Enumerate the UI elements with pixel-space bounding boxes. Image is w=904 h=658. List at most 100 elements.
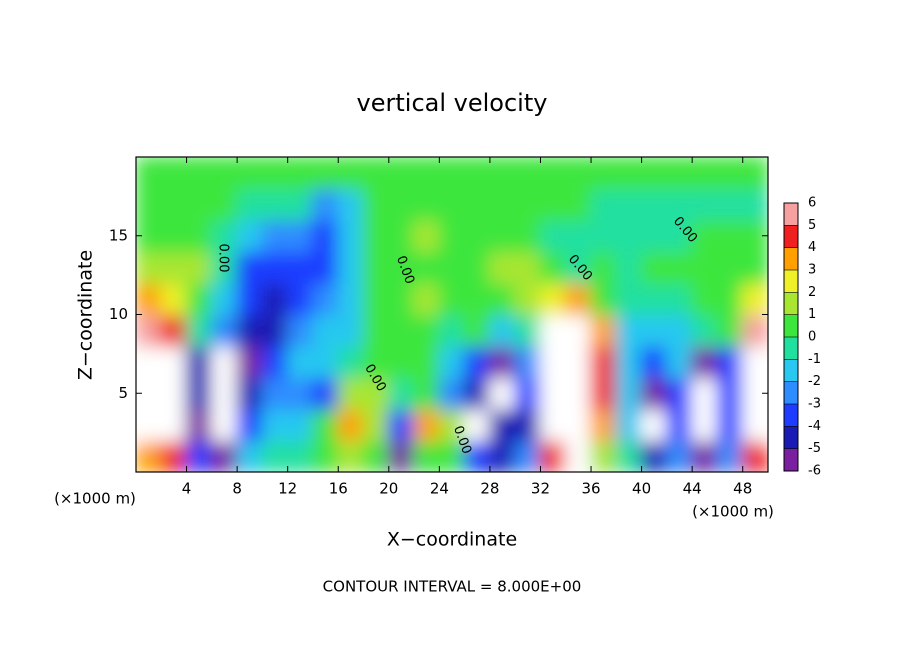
cell [691,439,719,472]
cell [640,219,668,253]
cell [514,219,542,253]
cell [590,439,618,472]
cell [514,408,542,442]
cell [387,439,416,472]
cell [387,187,416,221]
colorbar-cell [784,359,798,382]
cell [261,282,289,316]
cell [514,376,542,410]
cell [261,219,289,253]
cell [261,439,289,472]
cell [362,250,390,284]
x-tick-label: 8 [232,480,242,498]
cell [136,345,163,379]
cell [413,282,441,316]
cell [716,313,744,347]
cell [488,345,517,379]
cell [564,219,593,253]
cell [691,282,719,316]
field-clip [136,157,768,472]
cell [160,408,188,442]
cell [236,187,264,221]
cell [463,313,491,347]
y-axis-label: Z−coordinate [75,250,97,380]
cell [539,282,567,316]
cell [564,187,593,221]
cell [236,282,264,316]
cell [286,313,314,347]
cell [387,376,416,410]
cell [337,408,365,442]
cell [210,313,239,347]
cell [488,408,517,442]
cell [665,408,694,442]
colorbar-label: 1 [808,307,816,322]
cell [741,439,768,472]
cell [387,408,416,442]
cell [539,408,567,442]
cell [261,187,289,221]
cell [210,439,239,472]
cell [311,157,340,190]
cell [261,376,289,410]
colorbar-label: -2 [808,374,821,389]
x-tick-label: 32 [531,480,550,498]
cell [210,219,239,253]
cell [438,282,466,316]
cell [691,408,719,442]
cell [691,157,719,190]
cell [261,313,289,347]
cell [160,250,188,284]
cell [514,157,542,190]
cell [236,439,264,472]
cell [362,345,390,379]
cell [438,219,466,253]
colorbar-cell [784,448,798,471]
cell [362,313,390,347]
cell [236,345,264,379]
cell [311,345,340,379]
cell [691,219,719,253]
cell [640,439,668,472]
cell [438,187,466,221]
cell [311,439,340,472]
cell [261,157,289,190]
colorbar-label: -1 [808,352,821,367]
cell [741,187,768,221]
cell [691,187,719,221]
cell [337,187,365,221]
chart-title: vertical velocity [357,89,548,117]
cell [488,157,517,190]
cell [741,282,768,316]
cell [514,439,542,472]
cell [564,345,593,379]
x-tick-label: 12 [278,480,297,498]
colorbar-cell [784,225,798,248]
x-tick-label: 24 [430,480,449,498]
cell [640,187,668,221]
cell [413,376,441,410]
cell [286,157,314,190]
cell [362,187,390,221]
cell [210,157,239,190]
cell [413,250,441,284]
x-tick-label: 4 [182,480,192,498]
cell [716,376,744,410]
cell [311,313,340,347]
cell [185,439,213,472]
cell [716,157,744,190]
cell [185,282,213,316]
cell [337,376,365,410]
cell [564,376,593,410]
cell [337,219,365,253]
cell [185,376,213,410]
cell [387,313,416,347]
cell [716,250,744,284]
cell [741,345,768,379]
cell [413,345,441,379]
cell [286,187,314,221]
colorbar-label: -3 [808,397,821,412]
cell [488,282,517,316]
cell [286,282,314,316]
